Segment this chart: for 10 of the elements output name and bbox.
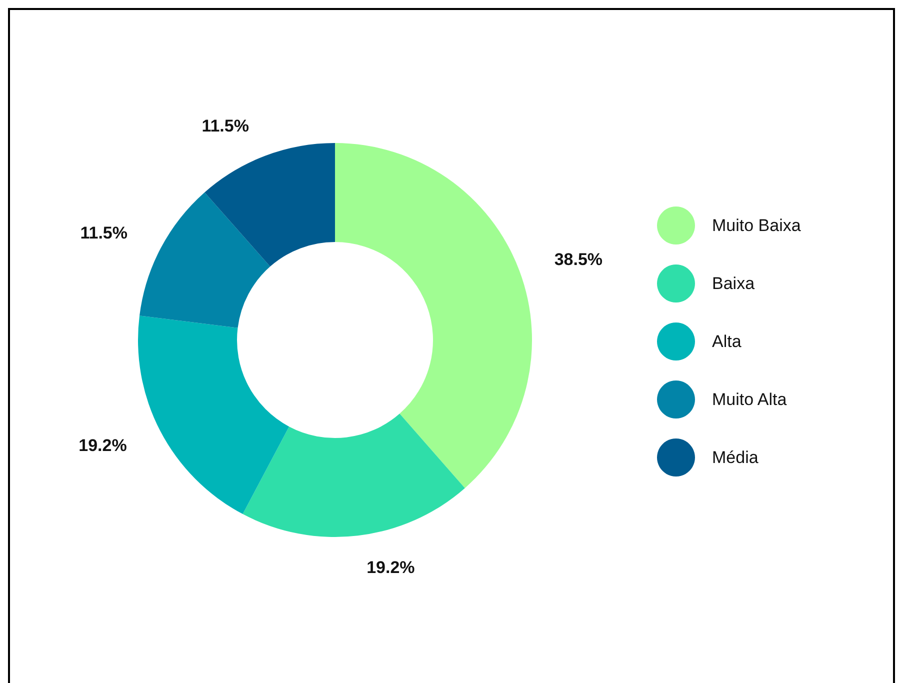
legend-label: Muito Baixa bbox=[712, 216, 802, 235]
legend-label: Baixa bbox=[712, 274, 756, 293]
data-label: 38.5% bbox=[554, 250, 603, 269]
data-label: 19.2% bbox=[366, 558, 415, 577]
data-label: 19.2% bbox=[78, 436, 127, 456]
legend-label: Média bbox=[712, 448, 759, 467]
legend-label: Alta bbox=[712, 332, 742, 351]
legend-label: Muito Alta bbox=[712, 390, 788, 409]
data-label: 11.5% bbox=[202, 116, 249, 136]
data-label: 11.5% bbox=[80, 224, 128, 243]
